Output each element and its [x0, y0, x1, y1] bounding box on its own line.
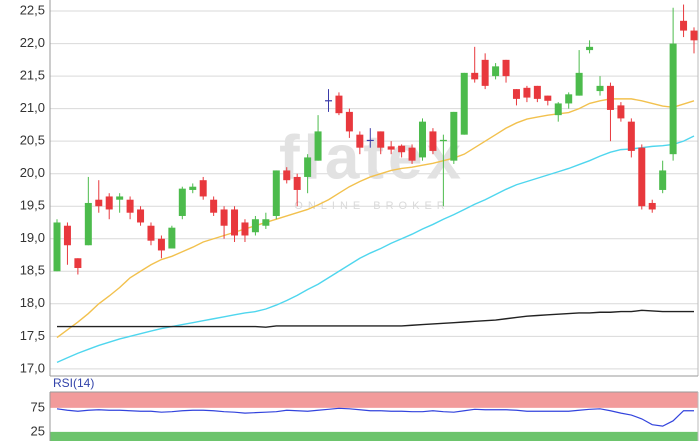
- candle-body: [293, 176, 301, 190]
- candle-body: [638, 147, 646, 207]
- candle-body: [147, 225, 155, 241]
- candle-body: [492, 66, 500, 77]
- candle-body: [231, 209, 239, 236]
- y-tick-label: 21,0: [20, 100, 45, 115]
- candle-body: [241, 222, 249, 236]
- candle-body: [356, 134, 364, 148]
- candle-body: [512, 89, 520, 99]
- candle-body: [586, 46, 594, 51]
- candle-body: [680, 20, 688, 31]
- candle-body: [429, 131, 437, 151]
- rsi-tick-label: 25: [31, 423, 45, 438]
- y-tick-label: 18,0: [20, 295, 45, 310]
- candle-body: [398, 145, 406, 153]
- candle-body: [95, 199, 103, 207]
- moving-average-line: [57, 309, 694, 328]
- candle-body: [471, 72, 479, 80]
- candle-body: [262, 219, 270, 226]
- rsi-label: RSI(14): [53, 376, 94, 390]
- candle-body: [304, 157, 312, 177]
- candle-body: [325, 100, 333, 102]
- y-tick-label: 20,0: [20, 165, 45, 180]
- candle-body: [544, 95, 552, 101]
- candle-body: [272, 170, 280, 216]
- candle-body: [126, 199, 134, 213]
- candle-body: [178, 188, 186, 216]
- candle-body: [116, 196, 124, 200]
- y-tick-label: 17,5: [20, 328, 45, 343]
- y-tick-label: 21,5: [20, 68, 45, 83]
- y-tick-label: 19,0: [20, 230, 45, 245]
- candle-body: [84, 202, 92, 246]
- oversold-band: [50, 431, 698, 441]
- candle-body: [377, 131, 385, 148]
- candle-body: [53, 222, 61, 272]
- candle-body: [283, 170, 291, 181]
- candle-body: [210, 199, 218, 213]
- moving-average-line: [56, 135, 695, 363]
- candle-body: [690, 30, 698, 41]
- candle-body: [408, 147, 416, 161]
- candle-body: [439, 139, 447, 142]
- candle-body: [606, 85, 614, 110]
- candle-body: [565, 94, 573, 104]
- candle-body: [168, 227, 176, 249]
- candle-body: [502, 59, 510, 77]
- candle-body: [659, 170, 667, 190]
- candle-body: [617, 105, 625, 119]
- candle-body: [314, 131, 322, 161]
- candle-body: [418, 121, 426, 158]
- candle-body: [596, 85, 604, 92]
- candle-body: [554, 103, 562, 116]
- candle-body: [189, 186, 197, 190]
- candle-body: [387, 146, 395, 150]
- candle-body: [335, 95, 343, 114]
- y-tick-label: 17,0: [20, 360, 45, 375]
- y-tick-label: 22,5: [20, 2, 45, 17]
- candle-body: [460, 72, 468, 135]
- rsi-line: [56, 407, 694, 427]
- candle-body: [523, 87, 531, 98]
- candle-body: [137, 209, 145, 223]
- rsi-plot: [50, 392, 698, 441]
- candle-body: [366, 139, 374, 142]
- y-tick-label: 22,0: [20, 35, 45, 50]
- candle-body: [157, 238, 165, 251]
- candle-body: [627, 121, 635, 151]
- rsi-tick-label: 75: [31, 399, 45, 414]
- watermark-subtitle: ONLINE BROKER: [294, 200, 449, 212]
- candle-body: [220, 209, 228, 226]
- y-tick-label: 19,5: [20, 198, 45, 213]
- candle-body: [450, 111, 458, 161]
- candle-body: [669, 43, 677, 155]
- candle-body: [533, 85, 541, 99]
- moving-average-line: [56, 98, 695, 339]
- candle-body: [481, 59, 489, 86]
- candle-body: [74, 258, 82, 269]
- candle-body: [63, 225, 71, 246]
- candle-body: [575, 72, 583, 96]
- candle-body: [251, 219, 259, 233]
- candle-body: [648, 202, 656, 210]
- candle-body: [199, 180, 207, 197]
- candle-body: [345, 111, 353, 132]
- y-tick-label: 20,5: [20, 133, 45, 148]
- overbought-band: [50, 392, 698, 408]
- candle-body: [105, 196, 113, 210]
- y-tick-label: 18,5: [20, 263, 45, 278]
